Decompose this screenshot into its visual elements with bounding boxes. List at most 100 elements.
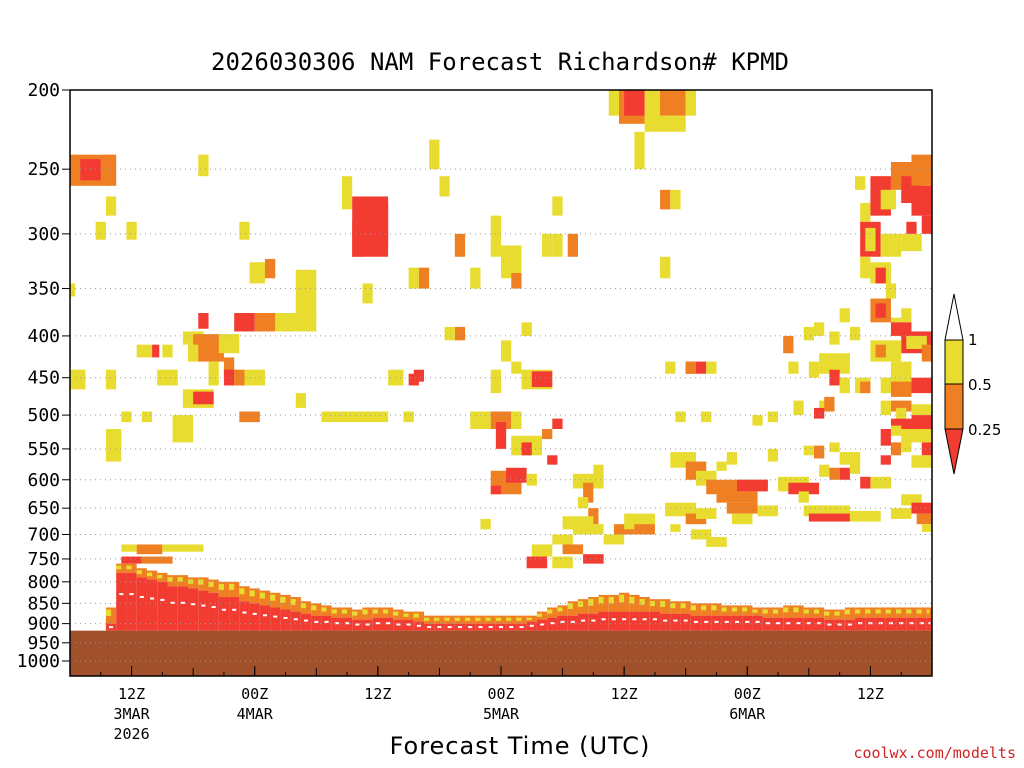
ri-band-speckle [855, 609, 861, 614]
ri-cell [865, 227, 876, 252]
ri-band-lower [701, 615, 712, 631]
ri-band-gap [642, 618, 647, 621]
ri-cell [608, 90, 620, 116]
y-tick-label: 900 [27, 614, 60, 635]
ri-band-speckle [547, 609, 553, 614]
ri-cell [295, 269, 317, 318]
ri-band-speckle [742, 607, 748, 612]
ri-band-speckle [434, 617, 440, 621]
ri-band-lower [229, 597, 240, 631]
ri-band-speckle [660, 601, 666, 607]
ri-band-lower [188, 588, 199, 631]
source-credit: coolwx.com/modelts [853, 744, 1016, 762]
ri-band-speckle [454, 617, 460, 621]
x-tick-date: 5MAR [483, 705, 520, 723]
ri-cell [829, 331, 840, 345]
ri-band-gap [581, 619, 586, 622]
ri-cell [583, 554, 604, 564]
ri-band-gap [714, 620, 719, 623]
ri-cell [126, 221, 137, 240]
y-tick-label: 400 [27, 326, 60, 347]
colorbar-label: 0.5 [968, 376, 992, 394]
ri-band-speckle [218, 583, 224, 590]
ri-band-lower [198, 590, 209, 631]
colorbar-cap-gt-1 [944, 293, 964, 341]
ri-cell [583, 482, 594, 503]
ri-cell [352, 221, 363, 257]
ri-band-gap [776, 622, 781, 625]
ri-band-speckle [906, 609, 912, 614]
ri-cell [249, 262, 265, 284]
ri-band-gap [837, 623, 842, 626]
y-tick-label: 650 [27, 498, 60, 519]
ri-cell [429, 139, 440, 170]
x-tick-label: 12Z [857, 685, 884, 703]
ri-cell [506, 467, 527, 483]
ri-band-gap [324, 620, 329, 623]
richardson-cells [70, 90, 932, 631]
ri-band-speckle [896, 609, 902, 614]
ri-cell [819, 464, 830, 477]
ri-cell [890, 508, 912, 519]
ri-cell [860, 381, 871, 394]
ri-band-gap [293, 618, 298, 621]
ri-band-lower [311, 615, 322, 631]
ri-band-gap [303, 619, 309, 622]
ri-band-speckle [321, 607, 327, 612]
ri-cell [675, 411, 686, 423]
ri-band-gap [242, 611, 247, 614]
ri-band-speckle [259, 592, 265, 599]
ri-cell [454, 326, 466, 341]
ri-band-speckle [506, 617, 512, 621]
ri-cell [670, 524, 681, 532]
ri-band-gap [119, 593, 124, 596]
ri-band-gap [704, 620, 709, 623]
ri-cell [121, 411, 132, 423]
ri-band-speckle [393, 611, 399, 616]
ri-cell [875, 267, 886, 284]
ri-band-gap [632, 618, 637, 621]
ri-cell [911, 415, 932, 429]
ri-band-speckle [352, 611, 358, 616]
ri-band-gap [334, 622, 339, 625]
ri-cell [362, 283, 373, 304]
ri-cell [198, 154, 209, 177]
ri-cell [890, 361, 912, 378]
ri-cell [70, 283, 76, 297]
ri-band-speckle [619, 594, 625, 603]
ri-cell [572, 524, 604, 535]
ri-cell [526, 473, 537, 486]
ri-band-lower [280, 609, 291, 631]
ri-cell [660, 189, 671, 210]
ri-cell [839, 308, 850, 323]
ri-band-speckle [731, 607, 738, 612]
colorbar-swatch-0-25-0-5 [944, 383, 964, 430]
ri-cell [813, 445, 825, 459]
ri-band-gap [806, 622, 811, 625]
ri-cell-low [121, 544, 137, 552]
ri-band-speckle [341, 609, 348, 614]
ri-band-speckle [372, 609, 378, 614]
ri-band-speckle [813, 609, 820, 614]
ri-cell [829, 442, 840, 453]
ri-band-lower [567, 615, 578, 631]
ri-band-speckle [834, 611, 840, 616]
ri-band-speckle [793, 607, 799, 613]
ri-band-lower [639, 611, 650, 631]
ri-band-gap [899, 622, 904, 625]
ri-band-speckle [567, 603, 573, 610]
ri-cell [542, 428, 553, 440]
ri-cell [403, 411, 414, 423]
ri-band-gap [262, 614, 268, 617]
ri-band-gap [457, 626, 463, 629]
x-tick-date: 6MAR [729, 705, 766, 723]
ri-cell [726, 502, 758, 514]
ri-cell [562, 544, 584, 555]
x-tick-label: 00Z [734, 685, 761, 703]
ri-cell [634, 524, 655, 535]
ri-band-speckle [444, 617, 450, 621]
ri-band-gap [796, 622, 801, 625]
ri-cell [495, 422, 507, 449]
x-tick-label: 00Z [241, 685, 268, 703]
x-tick-date: 3MAR [114, 705, 151, 723]
